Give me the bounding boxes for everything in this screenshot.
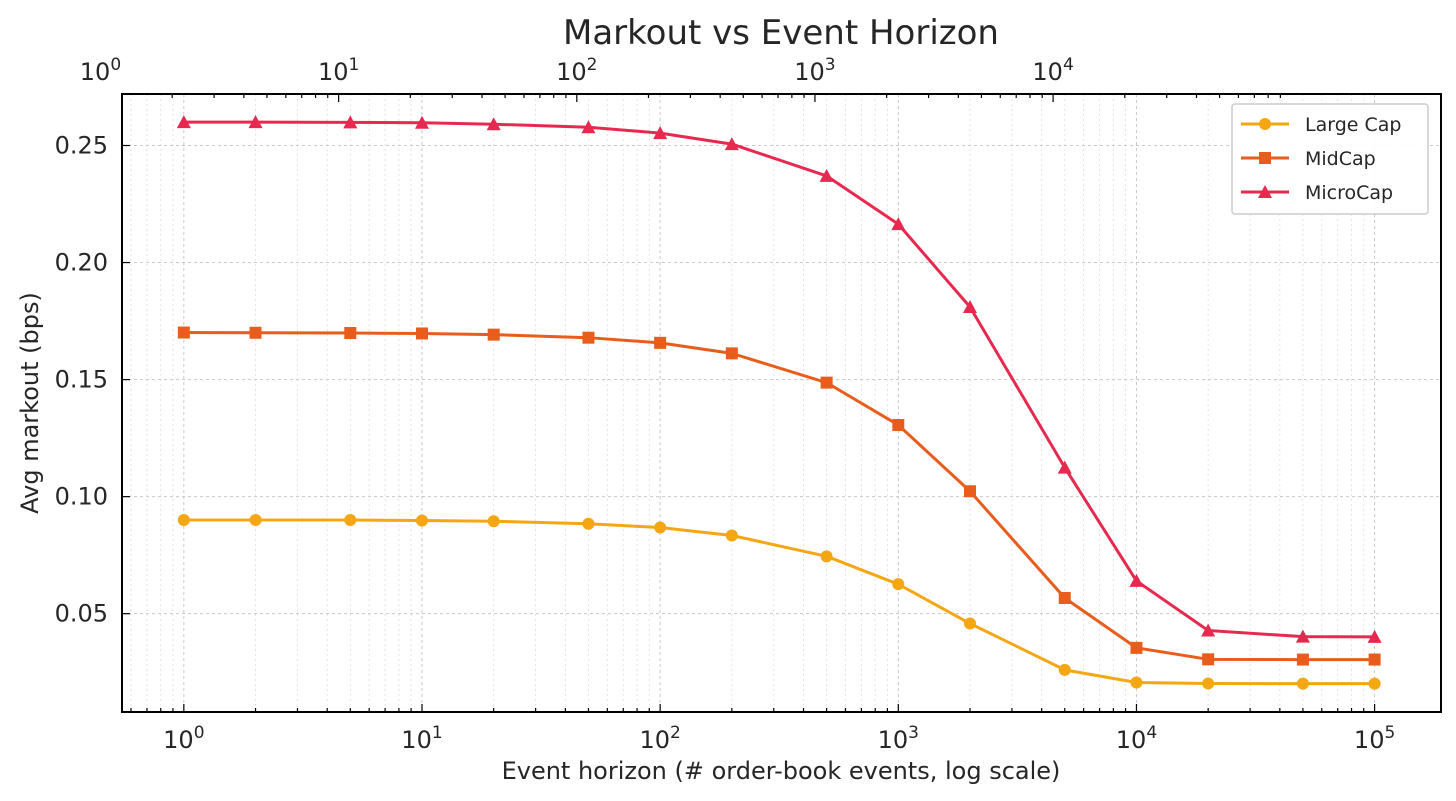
data-point-large-cap [344,514,357,527]
data-point-large-cap [249,514,262,527]
data-point-microcap [1201,623,1216,637]
data-point-midcap [654,336,667,349]
legend-label-large-cap: Large Cap [1305,114,1401,136]
data-point-midcap [892,419,905,432]
data-point-large-cap [1296,677,1309,690]
x-axis-label: Event horizon (# order-book events, log … [502,757,1061,785]
data-point-midcap [725,347,738,360]
data-point-large-cap [1058,663,1071,676]
data-point-microcap [248,115,263,129]
series-line-large-cap [183,518,1375,686]
data-point-midcap [1202,653,1215,666]
data-point-midcap [1296,653,1309,666]
xticks_bottom-tick-label: 104 [1116,723,1157,754]
ticks [122,94,1376,712]
data-point-large-cap [582,517,595,530]
legend: Large Cap MidCap MicroCap [1231,103,1429,215]
data-point-microcap [486,117,501,131]
data-point-large-cap [725,529,738,542]
xticks_top-tick-label: 103 [794,55,835,86]
data-point-midcap [249,326,262,339]
data-point-microcap [724,137,739,151]
data-point-midcap [177,326,190,339]
xticks_bottom-tick-label: 105 [1354,723,1395,754]
data-point-midcap [963,485,976,498]
series-line-midcap [183,331,1375,662]
data-point-midcap [582,331,595,344]
data-point-microcap [962,300,977,314]
legend-marker-large-cap [1259,118,1271,130]
y-axis-label: Avg markout (bps) [16,292,44,514]
data-point-microcap [819,168,834,182]
xticks_bottom-tick-label: 100 [163,723,204,754]
data-point-large-cap [415,514,428,527]
data-point-microcap [653,126,668,140]
plot-frame [121,93,1442,713]
chart-title: Markout vs Event Horizon [563,13,999,53]
data-point-microcap [176,115,191,129]
data-point-midcap [820,376,833,389]
xticks_top-tick-label: 102 [556,55,597,86]
data-point-large-cap [892,578,905,591]
legend-item-midcap: MidCap [1241,148,1376,170]
data-point-large-cap [1202,677,1215,690]
data-point-midcap [487,328,500,341]
data-point-microcap [581,120,596,134]
legend-item-large-cap: Large Cap [1241,114,1401,136]
xticks_top-tick-label: 104 [1032,55,1073,86]
series-layer [176,115,1382,690]
xticks_top-tick-label: 101 [318,55,359,86]
legend-label-midcap: MidCap [1305,148,1376,170]
series-line-microcap [183,120,1375,639]
data-point-microcap [414,115,429,129]
data-point-microcap [1129,573,1144,587]
data-point-large-cap [1130,676,1143,689]
y-tick-label: 0.20 [55,249,108,277]
y-tick-label: 0.10 [55,483,108,511]
legend-box [1231,103,1429,215]
legend-item-microcap: MicroCap [1241,182,1393,204]
grid [122,94,1441,712]
data-point-large-cap [177,514,190,527]
tick-labels: 100 101 102 103 104 105 100 101 102 103 104 0.05 0.1… [55,55,1396,754]
legend-label-microcap: MicroCap [1305,182,1393,204]
data-point-microcap [1367,629,1382,643]
y-tick-label: 0.05 [55,600,108,628]
data-point-large-cap [820,550,833,563]
data-point-midcap [1058,591,1071,604]
data-point-midcap [415,327,428,340]
data-point-large-cap [963,617,976,630]
data-point-microcap [891,217,906,231]
data-point-midcap [344,327,357,340]
xticks_bottom-tick-label: 103 [878,723,919,754]
data-point-microcap [1057,460,1072,474]
data-point-large-cap [654,521,667,534]
y-tick-label: 0.15 [55,366,108,394]
data-point-large-cap [487,515,500,528]
data-point-microcap [343,115,358,129]
xticks_top-tick-label: 100 [80,55,121,86]
data-point-midcap [1130,641,1143,654]
y-tick-label: 0.25 [55,132,108,160]
data-point-large-cap [1368,677,1381,690]
xticks_bottom-tick-label: 102 [639,723,680,754]
xticks_bottom-tick-label: 101 [401,723,442,754]
legend-marker-midcap [1259,152,1271,164]
data-point-midcap [1368,653,1381,666]
legend-marker-microcap [1258,185,1272,198]
data-point-microcap [1295,629,1310,643]
